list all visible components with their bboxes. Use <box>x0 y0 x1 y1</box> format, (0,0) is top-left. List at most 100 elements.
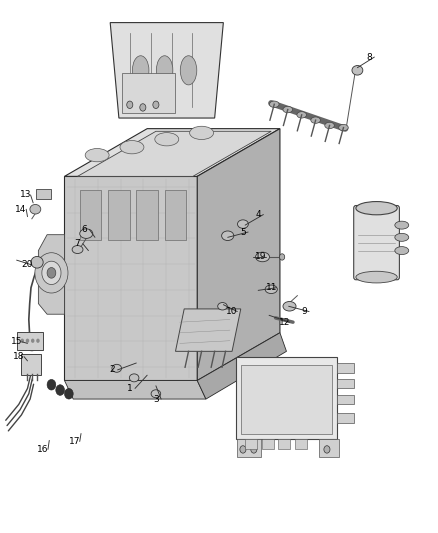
Ellipse shape <box>297 112 307 118</box>
Text: 20: 20 <box>21 261 32 269</box>
FancyBboxPatch shape <box>237 439 261 457</box>
FancyBboxPatch shape <box>17 332 43 350</box>
Ellipse shape <box>395 221 409 229</box>
Circle shape <box>21 338 24 343</box>
Ellipse shape <box>283 302 296 311</box>
FancyBboxPatch shape <box>122 73 175 113</box>
Ellipse shape <box>155 133 179 146</box>
Text: 7: 7 <box>74 239 81 248</box>
Ellipse shape <box>395 247 409 255</box>
Ellipse shape <box>112 365 121 372</box>
Polygon shape <box>197 333 286 399</box>
Circle shape <box>47 268 56 278</box>
Ellipse shape <box>311 117 321 123</box>
FancyBboxPatch shape <box>21 354 42 375</box>
Circle shape <box>140 104 146 111</box>
FancyBboxPatch shape <box>295 439 307 449</box>
Ellipse shape <box>180 56 197 85</box>
Text: 17: 17 <box>69 437 80 446</box>
Ellipse shape <box>325 122 334 128</box>
Circle shape <box>26 338 29 343</box>
FancyBboxPatch shape <box>354 206 399 280</box>
FancyBboxPatch shape <box>336 414 354 423</box>
FancyBboxPatch shape <box>336 363 354 373</box>
Text: 18: 18 <box>13 352 25 361</box>
Text: 10: 10 <box>226 307 238 316</box>
Circle shape <box>324 446 330 453</box>
Polygon shape <box>64 381 206 399</box>
Ellipse shape <box>356 201 397 215</box>
Text: 2: 2 <box>110 366 115 374</box>
Text: 15: 15 <box>11 337 22 346</box>
Ellipse shape <box>222 231 234 240</box>
Polygon shape <box>64 176 197 381</box>
Circle shape <box>240 446 246 453</box>
Text: 19: 19 <box>254 253 266 262</box>
Ellipse shape <box>339 124 348 131</box>
Circle shape <box>127 101 133 109</box>
Circle shape <box>56 385 64 395</box>
FancyBboxPatch shape <box>165 190 186 240</box>
Ellipse shape <box>31 256 43 268</box>
FancyBboxPatch shape <box>108 190 130 240</box>
FancyBboxPatch shape <box>278 439 290 449</box>
Ellipse shape <box>356 271 397 283</box>
Text: 16: 16 <box>37 445 49 454</box>
Circle shape <box>153 101 159 109</box>
FancyBboxPatch shape <box>80 190 102 240</box>
Text: 11: 11 <box>265 283 277 292</box>
Circle shape <box>251 446 257 453</box>
Circle shape <box>47 379 56 390</box>
Text: 14: 14 <box>15 205 27 214</box>
Polygon shape <box>176 309 241 351</box>
Ellipse shape <box>156 56 173 85</box>
Circle shape <box>35 253 68 293</box>
Circle shape <box>64 389 73 399</box>
FancyBboxPatch shape <box>136 190 158 240</box>
Ellipse shape <box>269 101 279 108</box>
FancyBboxPatch shape <box>237 357 336 439</box>
Ellipse shape <box>218 303 227 310</box>
Text: 9: 9 <box>301 307 307 316</box>
Text: 8: 8 <box>366 53 372 62</box>
Text: 4: 4 <box>255 210 261 219</box>
FancyBboxPatch shape <box>245 439 257 449</box>
Ellipse shape <box>85 149 109 162</box>
Polygon shape <box>197 128 280 381</box>
Text: 3: 3 <box>153 394 159 403</box>
Text: 13: 13 <box>20 190 31 199</box>
Ellipse shape <box>80 229 93 238</box>
Ellipse shape <box>30 205 41 214</box>
FancyBboxPatch shape <box>336 379 354 389</box>
Ellipse shape <box>72 246 83 254</box>
Polygon shape <box>64 128 280 176</box>
FancyBboxPatch shape <box>319 439 339 457</box>
Text: 6: 6 <box>81 225 87 234</box>
Ellipse shape <box>352 66 363 75</box>
FancyBboxPatch shape <box>261 439 274 449</box>
Ellipse shape <box>26 341 37 351</box>
Ellipse shape <box>190 126 214 140</box>
Circle shape <box>31 338 35 343</box>
FancyBboxPatch shape <box>241 365 332 433</box>
Ellipse shape <box>283 107 293 113</box>
FancyBboxPatch shape <box>336 395 354 405</box>
Ellipse shape <box>120 141 144 154</box>
Ellipse shape <box>151 390 161 398</box>
Ellipse shape <box>395 233 409 241</box>
Text: 1: 1 <box>127 384 133 393</box>
Text: 5: 5 <box>240 228 246 237</box>
Polygon shape <box>78 131 271 176</box>
Circle shape <box>279 254 285 260</box>
Polygon shape <box>110 22 223 118</box>
Polygon shape <box>39 235 64 314</box>
Ellipse shape <box>129 374 139 382</box>
Ellipse shape <box>255 252 269 262</box>
Ellipse shape <box>237 220 248 228</box>
Ellipse shape <box>265 285 277 294</box>
FancyBboxPatch shape <box>36 189 51 199</box>
Circle shape <box>42 261 61 285</box>
Ellipse shape <box>132 56 149 85</box>
Circle shape <box>36 338 40 343</box>
Text: 12: 12 <box>279 318 290 327</box>
